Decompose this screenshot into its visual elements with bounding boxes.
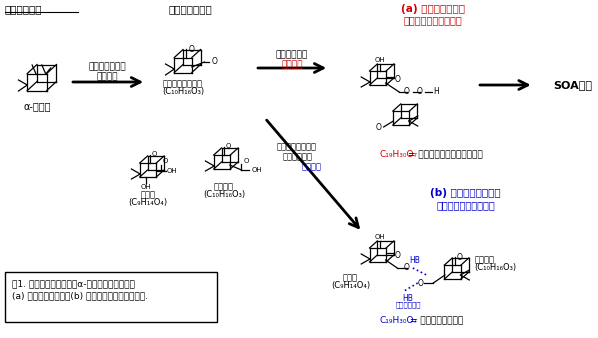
Text: H: H bbox=[434, 88, 439, 97]
Text: O: O bbox=[404, 88, 410, 97]
Text: モノテルペン: モノテルペン bbox=[5, 4, 42, 14]
Text: α-ピネン: α-ピネン bbox=[23, 101, 51, 111]
Text: 酸化体同士が: 酸化体同士が bbox=[276, 50, 308, 59]
Text: OH: OH bbox=[374, 234, 385, 240]
Bar bbox=[5, 272, 217, 322]
Text: 共有結合: 共有結合 bbox=[281, 60, 303, 69]
Text: ピノン酸: ピノン酸 bbox=[214, 182, 234, 191]
Text: (C₁₀H₁₆O₃): (C₁₀H₁₆O₃) bbox=[474, 263, 516, 272]
Text: = ピン酸＋クリーギー中間体: = ピン酸＋クリーギー中間体 bbox=[405, 150, 483, 159]
Text: O: O bbox=[189, 46, 195, 54]
Text: C₁₉H₃₀O₇: C₁₉H₃₀O₇ bbox=[380, 316, 418, 325]
Text: (a) テルペン二量体と(b) アーティファクトの一例.: (a) テルペン二量体と(b) アーティファクトの一例. bbox=[12, 291, 148, 300]
Text: O: O bbox=[394, 75, 400, 84]
Text: (C₉H₁₄O₄): (C₉H₁₄O₄) bbox=[331, 281, 370, 290]
Text: (C₁₀H₁₆O₃): (C₁₀H₁₆O₃) bbox=[162, 87, 204, 96]
Text: 図1. モノテルペンの一種α-ピネンから生成する: 図1. モノテルペンの一種α-ピネンから生成する bbox=[12, 279, 135, 288]
Text: O: O bbox=[243, 158, 249, 164]
Text: オゾン等による: オゾン等による bbox=[89, 62, 126, 71]
Text: = ピン酸＋ピノン酸: = ピン酸＋ピノン酸 bbox=[407, 316, 463, 325]
Text: OH: OH bbox=[374, 57, 385, 63]
Text: O: O bbox=[226, 143, 231, 149]
Text: O: O bbox=[152, 151, 157, 157]
Text: 酸化反応: 酸化反応 bbox=[96, 72, 118, 81]
Text: 質量分析計の中で: 質量分析計の中で bbox=[276, 142, 316, 151]
Text: (C₁₀H₁₆O₃): (C₁₀H₁₆O₃) bbox=[203, 190, 245, 199]
Text: O: O bbox=[376, 122, 382, 131]
Text: C₁₉H₃₀O₇: C₁₉H₃₀O₇ bbox=[380, 150, 418, 159]
Text: HB: HB bbox=[402, 294, 413, 303]
Text: (b) アーティファクト: (b) アーティファクト bbox=[430, 188, 501, 198]
Text: O: O bbox=[404, 264, 410, 272]
Text: O: O bbox=[417, 88, 423, 97]
Text: （水素結合）: （水素結合） bbox=[395, 301, 421, 308]
Text: 酸化体同士が: 酸化体同士が bbox=[282, 152, 312, 161]
Text: SOA生成: SOA生成 bbox=[553, 80, 592, 90]
Text: HB: HB bbox=[410, 256, 420, 265]
Text: OH: OH bbox=[166, 168, 177, 174]
Text: OH: OH bbox=[251, 167, 262, 173]
Text: O: O bbox=[163, 158, 168, 164]
Text: （水素結合性二量体）: （水素結合性二量体） bbox=[436, 200, 495, 210]
Text: ピン酸: ピン酸 bbox=[141, 190, 155, 199]
Text: O: O bbox=[394, 251, 400, 260]
Text: クリーギー中間体: クリーギー中間体 bbox=[163, 79, 203, 88]
Text: ピン酸: ピン酸 bbox=[343, 273, 358, 282]
Text: OH: OH bbox=[141, 184, 151, 190]
Text: テルペン酸化体: テルペン酸化体 bbox=[169, 4, 213, 14]
Text: （共有結合性二量体）: （共有結合性二量体） bbox=[404, 15, 463, 25]
Text: 水素結合: 水素結合 bbox=[302, 162, 322, 171]
Text: O: O bbox=[211, 56, 217, 66]
Text: O: O bbox=[457, 252, 462, 262]
Text: (a) テルペン二量体: (a) テルペン二量体 bbox=[401, 4, 465, 14]
Text: O: O bbox=[417, 279, 423, 288]
Text: ピノン酸: ピノン酸 bbox=[474, 255, 494, 264]
Text: (C₉H₁₄O₄): (C₉H₁₄O₄) bbox=[129, 198, 167, 207]
